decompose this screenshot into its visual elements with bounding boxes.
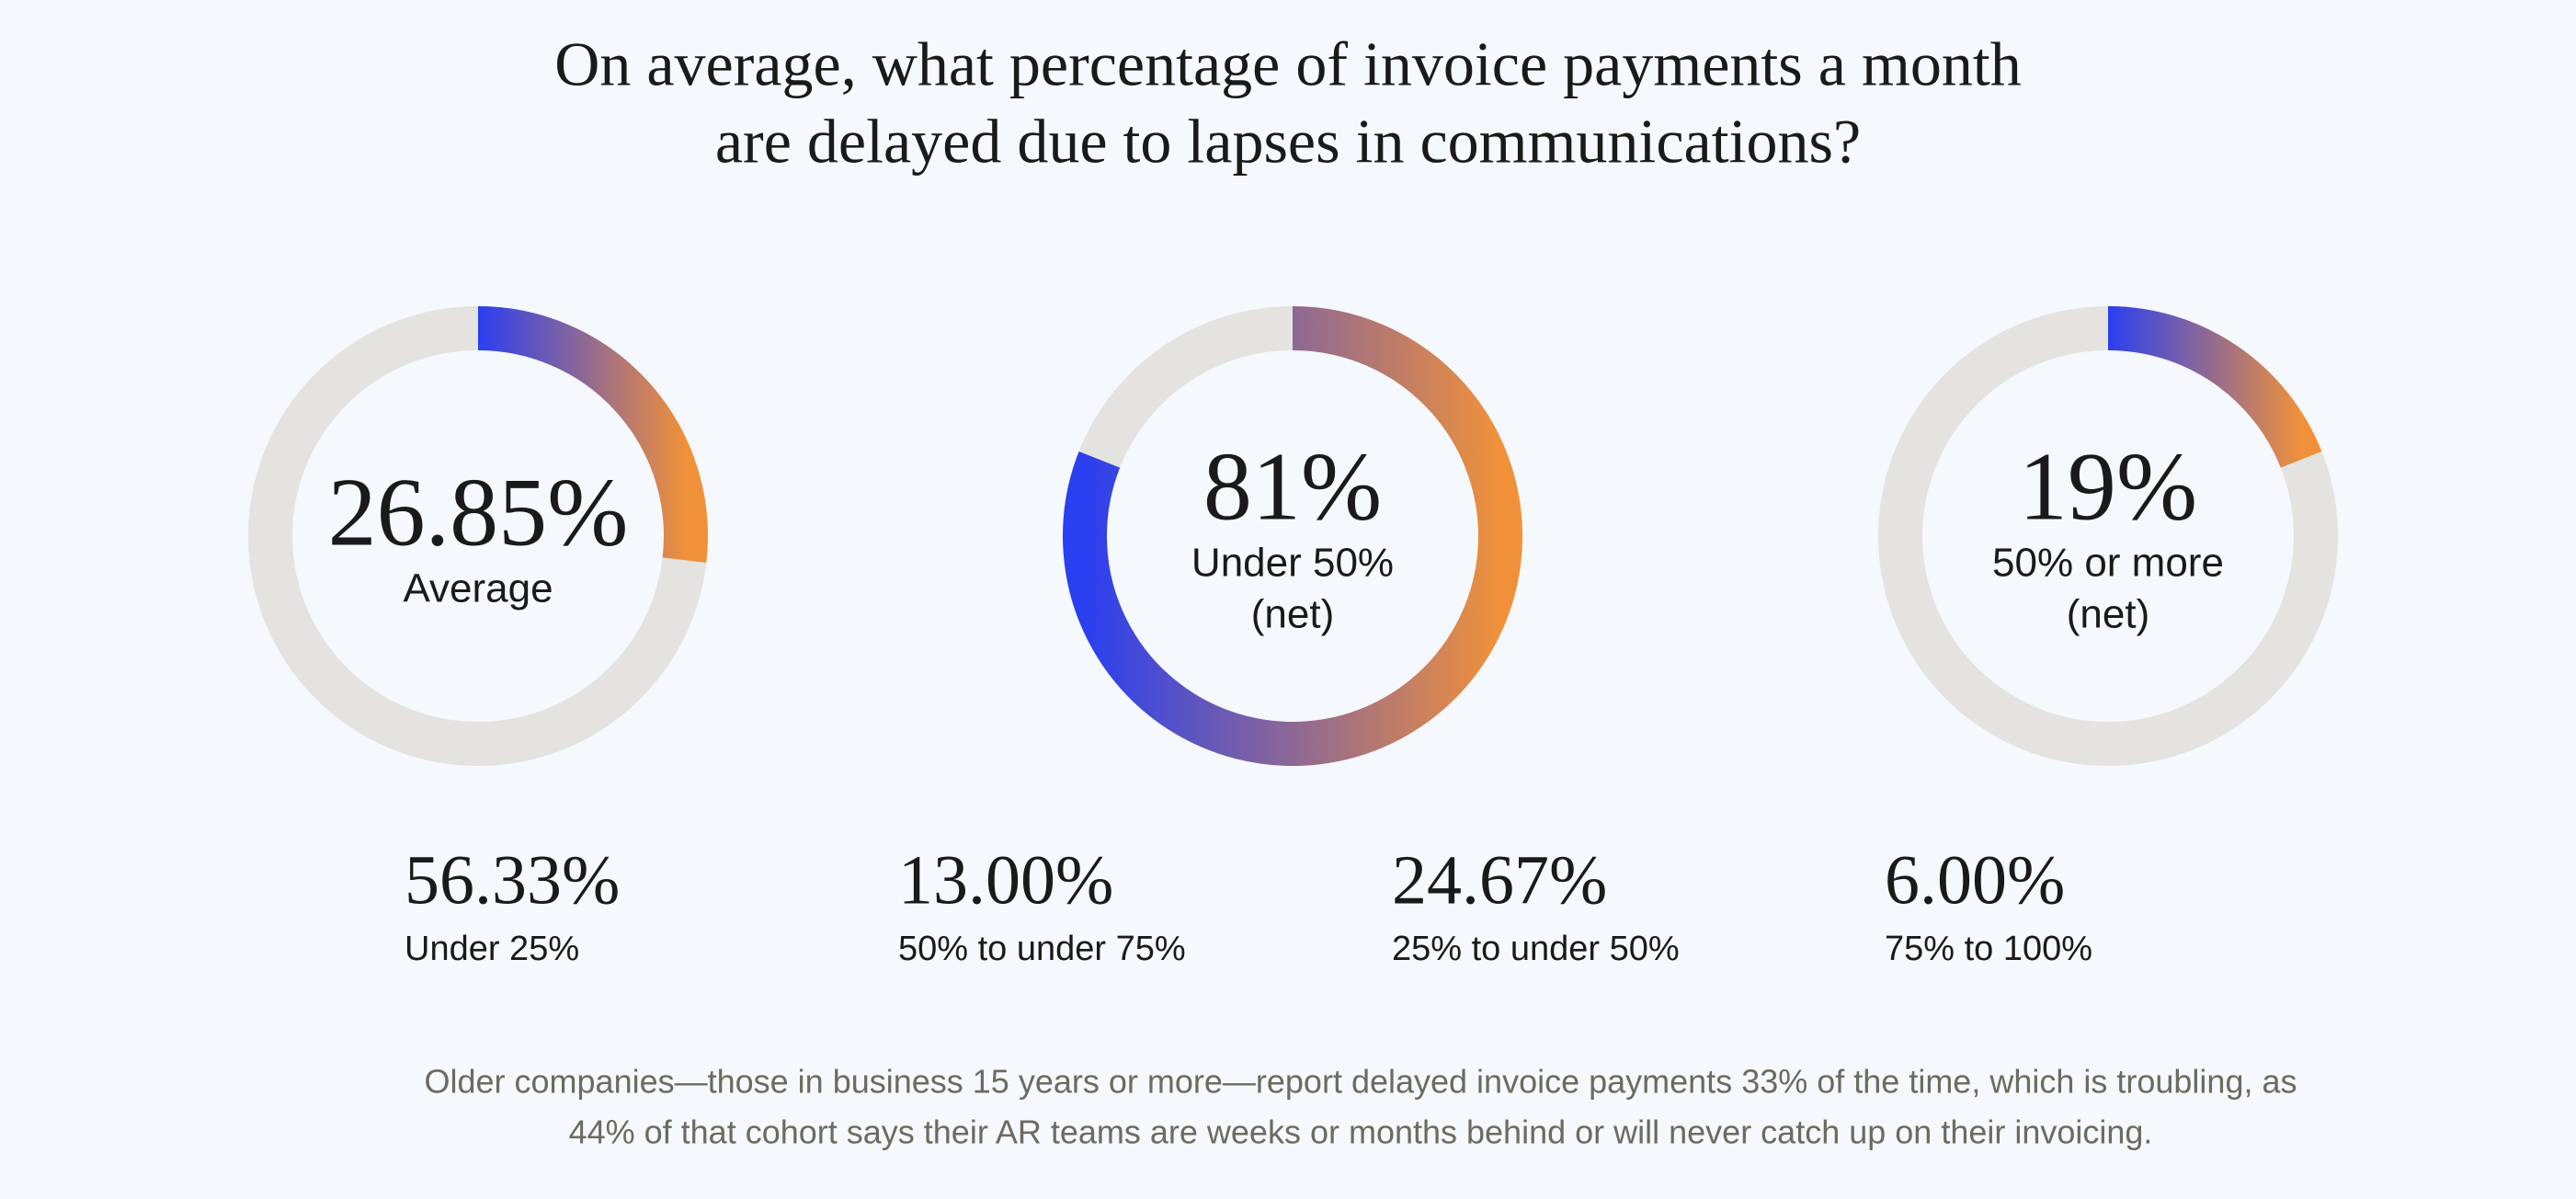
title-line: are delayed due to lapses in communicati… — [715, 107, 1861, 177]
donut-arc — [1063, 306, 1522, 766]
stat-value: 24.67% — [1392, 841, 1607, 919]
footnote-line: Older companies—those in business 15 yea… — [424, 1063, 2297, 1101]
donut-value: 19% — [2019, 432, 2197, 540]
donut-label: 50% or more — [1992, 541, 2224, 586]
donut-label: Average — [403, 566, 553, 611]
donut-arc — [477, 306, 708, 563]
footnote-line: 44% of that cohort says their AR teams a… — [569, 1113, 2153, 1151]
donut-value: 81% — [1203, 432, 1382, 540]
stat-value: 6.00% — [1885, 841, 2065, 919]
donut-label: Under 50% — [1191, 541, 1394, 586]
stat-label: 25% to under 50% — [1392, 930, 1680, 968]
title-line: On average, what percentage of invoice p… — [554, 29, 2021, 99]
stat-label: Under 25% — [405, 930, 579, 968]
stat-value: 56.33% — [405, 841, 620, 919]
stat-label: 75% to 100% — [1885, 930, 2092, 968]
donut-label: (net) — [2067, 592, 2149, 637]
donut-value: 26.85% — [328, 458, 629, 565]
donut-label: (net) — [1251, 592, 1334, 637]
stat-label: 50% to under 75% — [898, 930, 1186, 968]
donut-arc — [2107, 306, 2322, 469]
stat-value: 13.00% — [898, 841, 1113, 919]
